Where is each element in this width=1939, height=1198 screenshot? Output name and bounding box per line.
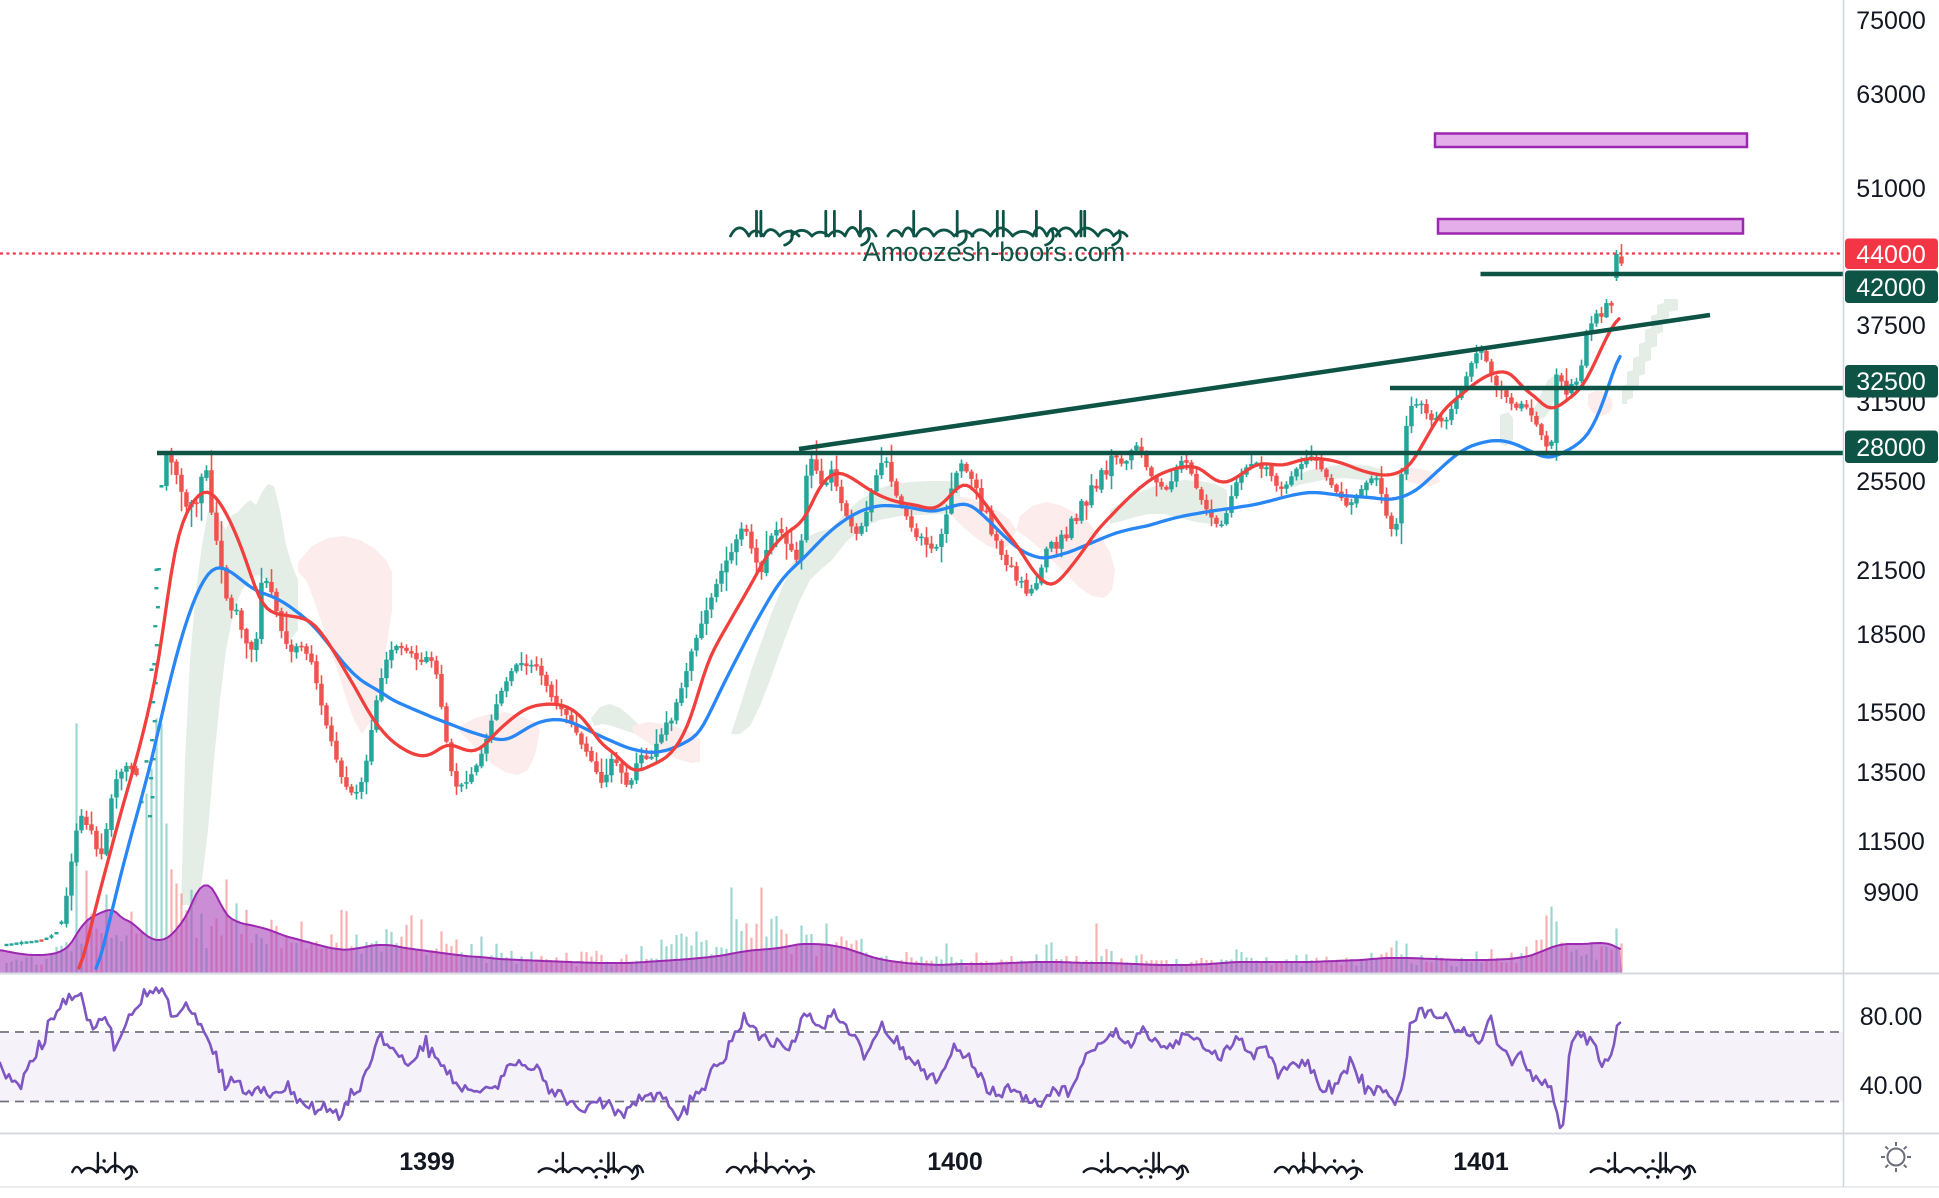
svg-text:1400: 1400 (927, 1148, 983, 1176)
svg-text:Amoozesh-boors.com: Amoozesh-boors.com (863, 237, 1126, 267)
svg-text:80.00: 80.00 (1860, 1003, 1923, 1031)
svg-text:1401: 1401 (1453, 1148, 1509, 1176)
svg-text:11500: 11500 (1857, 828, 1925, 856)
svg-text:32500: 32500 (1856, 368, 1926, 396)
svg-text:44000: 44000 (1856, 241, 1926, 269)
svg-text:40.00: 40.00 (1860, 1072, 1923, 1100)
svg-text:37500: 37500 (1856, 312, 1926, 340)
svg-text:28000: 28000 (1856, 434, 1926, 462)
svg-text:25500: 25500 (1856, 468, 1926, 496)
svg-text:63000: 63000 (1856, 81, 1926, 109)
svg-text:1399: 1399 (399, 1148, 455, 1176)
svg-text:42000: 42000 (1856, 274, 1926, 302)
svg-text:18500: 18500 (1856, 621, 1926, 649)
svg-text:75000: 75000 (1856, 7, 1926, 35)
svg-text:21500: 21500 (1856, 557, 1926, 585)
svg-text:9900: 9900 (1863, 879, 1919, 907)
svg-text:51000: 51000 (1856, 175, 1926, 203)
svg-text:15500: 15500 (1856, 699, 1926, 727)
svg-text:13500: 13500 (1856, 759, 1926, 787)
